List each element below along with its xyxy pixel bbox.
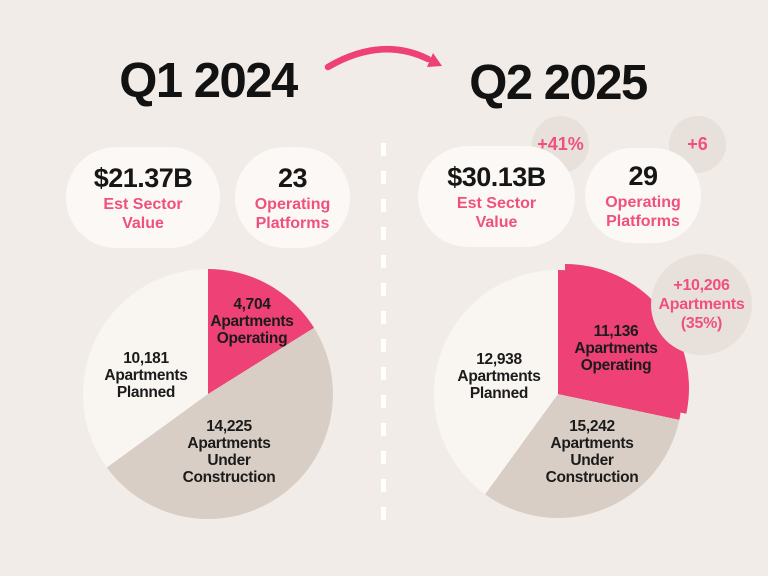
pie-chart-q2-operating-highlight xyxy=(441,264,689,512)
stat-value: 23 xyxy=(277,162,308,193)
pie-label-line: Operating xyxy=(580,357,652,374)
divider-dashed-line xyxy=(381,143,386,523)
pie-label-line: 11,136 xyxy=(593,323,639,340)
stat-label: Operating Platforms xyxy=(605,193,681,230)
growth-badge-apartments-operating: +10,206 Apartments (35%) xyxy=(651,254,752,355)
pie-label-q1-planned: 10,181 Apartments Planned xyxy=(76,350,216,401)
growth-badge-line: (35%) xyxy=(680,315,723,332)
pie-label-line: Apartments xyxy=(550,435,634,452)
pie-label-line: 4,704 xyxy=(233,296,271,313)
pie-label-line: Apartments xyxy=(187,435,271,452)
pie-label-line: 14,225 xyxy=(206,418,252,435)
pie-label-line: 15,242 xyxy=(569,418,615,435)
pie-label-q2-planned: 12,938 Apartments Planned xyxy=(429,351,569,402)
pie-label-q1-under-construction: 14,225 Apartments Under Construction xyxy=(159,418,299,486)
stat-value: 29 xyxy=(628,160,658,191)
pie-label-line: Apartments xyxy=(457,368,541,385)
pie-label-q2-operating: 11,136 Apartments Operating xyxy=(546,323,686,374)
growth-arrow-icon xyxy=(324,45,442,71)
q1-title: Q1 2024 xyxy=(119,54,298,108)
pie-label-q1-operating: 4,704 Apartments Operating xyxy=(182,296,322,347)
delta-badge-platforms: +6 xyxy=(669,116,726,173)
pie-label-q2-under-construction: 15,242 Apartments Under Construction xyxy=(522,418,662,486)
stat-pill-q1-sector-value: $21.37B Est Sector Value xyxy=(66,147,220,248)
stat-label: Est Sector Value xyxy=(103,195,183,232)
pie-label-line: Planned xyxy=(116,384,176,401)
stat-pill-q1-operating-platforms: 23 Operating Platforms xyxy=(235,147,350,248)
stat-pill-q2-sector-value: $30.13B Est Sector Value xyxy=(418,146,575,247)
pie-label-line: Apartments xyxy=(574,340,658,357)
pie-label-line: 12,938 xyxy=(476,351,522,368)
pie-label-line: Operating xyxy=(216,330,288,347)
growth-badge-line: Apartments xyxy=(658,296,745,313)
pie-label-line: Apartments xyxy=(104,367,188,384)
pie-label-line: Planned xyxy=(469,385,529,402)
stat-label: Est Sector Value xyxy=(456,194,537,231)
pie-label-line: Apartments xyxy=(210,313,294,330)
pie-label-line: Under xyxy=(570,452,614,469)
pie-chart-q1 xyxy=(83,269,333,519)
stat-value: $30.13B xyxy=(447,161,546,192)
stat-pill-q2-operating-platforms: 29 Operating Platforms xyxy=(585,148,701,243)
pie-label-line: 10,181 xyxy=(123,350,169,367)
stat-label: Operating Platforms xyxy=(254,195,331,232)
stat-value: $21.37B xyxy=(93,162,193,193)
pie-label-line: Construction xyxy=(182,469,276,486)
pie-label-line: Construction xyxy=(545,469,639,486)
pie-label-line: Under xyxy=(207,452,251,469)
growth-badge-line: +10,206 xyxy=(673,277,730,294)
q2-title: Q2 2025 xyxy=(469,56,648,110)
